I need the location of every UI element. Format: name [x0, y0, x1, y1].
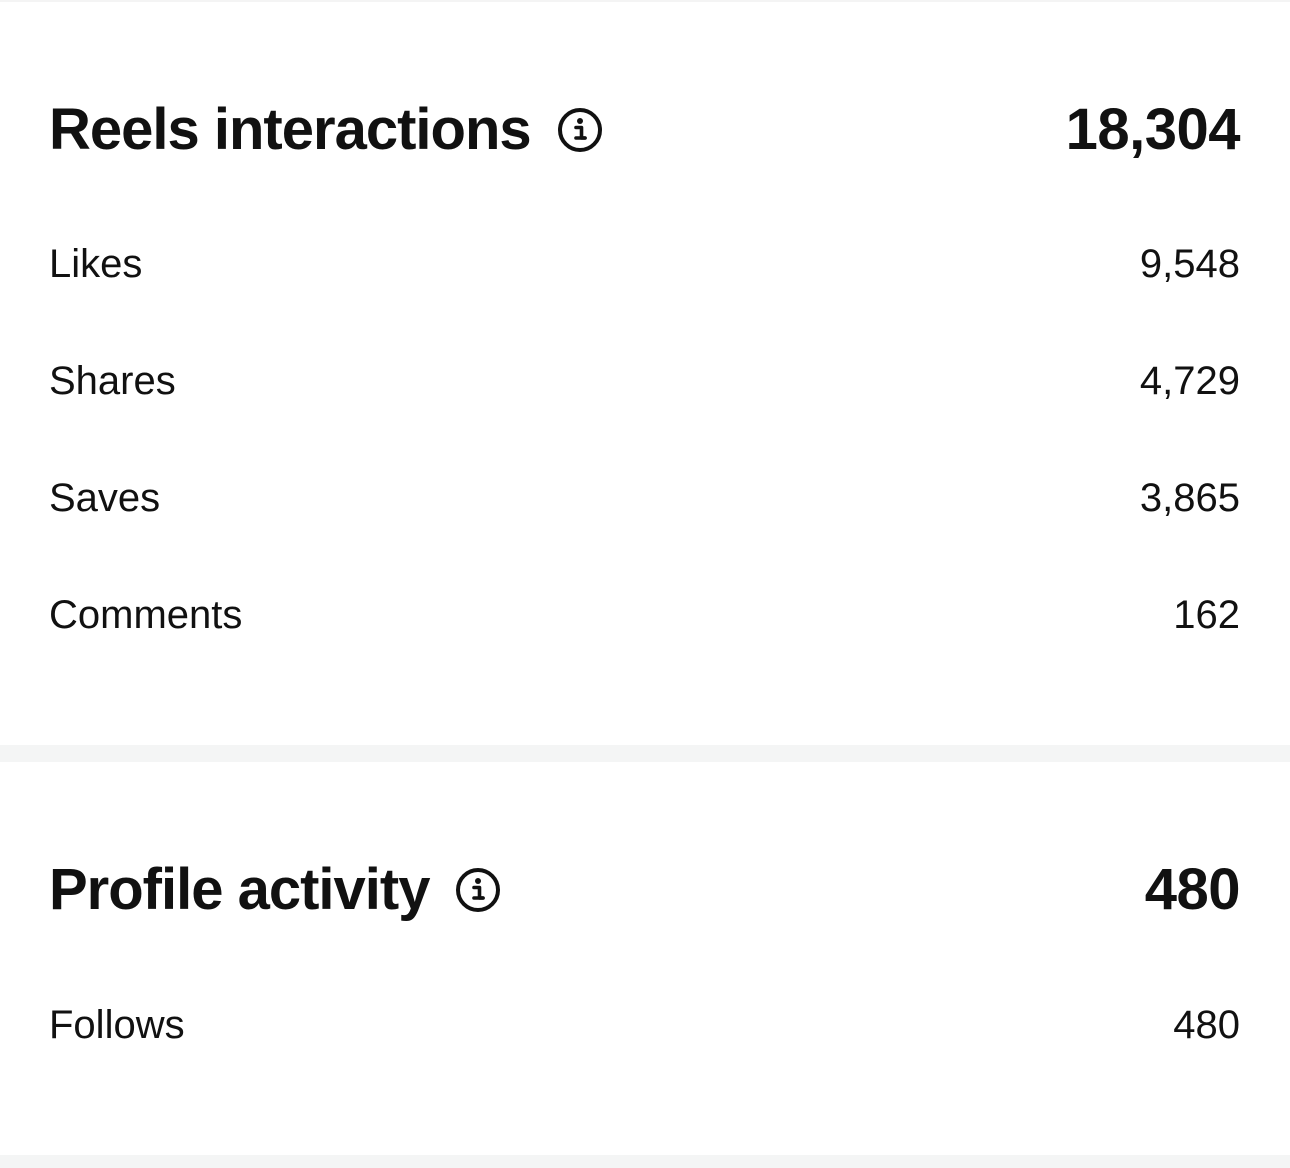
metric-row-comments: Comments 162 [49, 590, 1240, 640]
metric-label: Saves [49, 476, 161, 520]
metric-label: Likes [49, 242, 143, 286]
info-icon[interactable] [557, 107, 603, 153]
metric-row-shares: Shares 4,729 [49, 356, 1240, 406]
reels-interactions-total: 18,304 [1065, 97, 1241, 162]
reels-interactions-title-group: Reels interactions [49, 95, 603, 165]
section-divider [0, 745, 1290, 762]
metric-label: Follows [49, 1003, 185, 1047]
metric-row-likes: Likes 9,548 [49, 239, 1240, 289]
profile-activity-title-group: Profile activity [49, 855, 501, 925]
top-divider [0, 0, 1290, 2]
info-icon-glyph [456, 868, 501, 912]
metric-value: 3,865 [1139, 476, 1240, 520]
section-divider [0, 1155, 1290, 1168]
metric-label: Shares [49, 359, 176, 403]
reels-interactions-title: Reels interactions [49, 97, 532, 162]
reels-interactions-section: Reels interactions 18,304 Likes 9,548 Sh… [0, 2, 1290, 745]
profile-activity-total: 480 [1144, 857, 1241, 922]
metric-value: 9,548 [1139, 242, 1240, 286]
metric-label: Comments [49, 593, 243, 637]
reels-interactions-header: Reels interactions 18,304 [49, 95, 1241, 165]
profile-activity-title: Profile activity [49, 857, 430, 922]
profile-activity-header: Profile activity 480 [49, 855, 1241, 925]
metric-row-follows: Follows 480 [49, 1000, 1240, 1050]
info-icon-glyph [557, 108, 602, 152]
metric-value: 480 [1173, 1003, 1240, 1047]
profile-activity-section: Profile activity 480 Follows 480 [0, 762, 1290, 1155]
metric-row-saves: Saves 3,865 [49, 473, 1240, 523]
metric-value: 162 [1173, 593, 1240, 637]
metric-value: 4,729 [1139, 359, 1240, 403]
info-icon[interactable] [455, 867, 501, 913]
